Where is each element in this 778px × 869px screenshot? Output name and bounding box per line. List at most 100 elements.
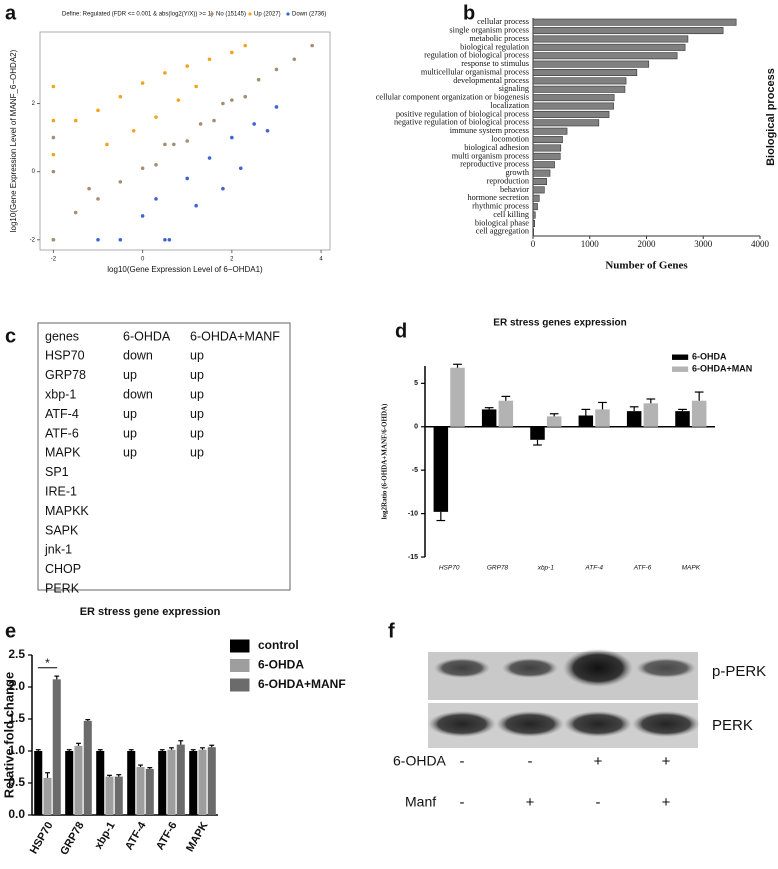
point: [51, 84, 56, 89]
point: [230, 135, 234, 140]
table-cell: IRE-1: [45, 484, 77, 498]
y-tick-label: metabolic process: [469, 34, 529, 43]
bar: [532, 52, 678, 60]
legend-label: Down (2736): [292, 12, 326, 18]
table-header: genes: [45, 329, 79, 343]
bar: [450, 367, 465, 427]
chart-title: ER stress genes expression: [493, 318, 626, 329]
blot-band: [632, 711, 700, 737]
bar: [498, 400, 514, 427]
legend-label: 6-OHDA: [258, 658, 304, 672]
bar: [532, 119, 600, 127]
point: [238, 166, 243, 171]
y-tick-label: cellular process: [477, 17, 529, 26]
legend-marker: [248, 12, 252, 16]
y-tick-label: positive regulation of biological proces…: [396, 109, 529, 118]
blot-band: [434, 658, 490, 678]
point: [163, 142, 167, 147]
y-tick-label: biological adhesion: [464, 143, 530, 152]
point: [185, 64, 190, 68]
bar: [207, 747, 216, 815]
table-header: 6-OHDA+MANF: [190, 329, 280, 343]
bar: [176, 744, 185, 815]
bar: [34, 751, 43, 815]
bar: [198, 749, 207, 815]
bar: [532, 228, 534, 236]
y-axis-label: Relative fold change: [1, 672, 16, 798]
y-tick-label: 2.0: [8, 679, 25, 693]
point: [73, 118, 78, 123]
legend-marker: [672, 354, 689, 360]
point: [96, 237, 100, 242]
x-tick-label: 1000: [581, 239, 600, 249]
y-tick-label: 0: [32, 169, 36, 175]
x-tick-label: ATF-4: [584, 565, 603, 572]
x-tick-label: MAPK: [682, 565, 701, 572]
point: [154, 197, 158, 201]
x-tick-label: 4: [319, 257, 323, 263]
table-cell: up: [190, 349, 204, 363]
legend-label: control: [258, 638, 299, 652]
chart-title: Define: Regulated (FDR <= 0.001 & abs(lo…: [62, 12, 213, 18]
plot-frame: [39, 31, 331, 251]
bar: [532, 169, 551, 177]
y-tick-label: negative regulation of biological proces…: [394, 118, 529, 127]
table-cell: SP1: [45, 465, 69, 479]
x-tick-label: 2000: [638, 239, 657, 249]
bar: [158, 751, 167, 815]
y-tick-label: reproductive process: [460, 160, 529, 169]
table-cell: down: [123, 387, 153, 401]
bar: [65, 751, 74, 815]
legend-marker: [230, 678, 250, 692]
y-tick-label: behavior: [500, 185, 529, 194]
point: [51, 135, 56, 140]
point: [172, 142, 176, 147]
table-cell: PERK: [45, 581, 80, 595]
y-tick-label: response to stimulus: [461, 59, 529, 68]
y-tick-label: cell killing: [493, 210, 529, 219]
table-cell: up: [190, 387, 204, 401]
y-tick-label: signaling: [499, 84, 529, 93]
bar: [532, 43, 686, 51]
x-tick-label: 2: [230, 257, 234, 263]
point: [221, 186, 225, 191]
bar: [167, 749, 176, 815]
bar: [532, 69, 638, 76]
condition-sign: -: [460, 753, 465, 770]
bar: [532, 110, 610, 118]
x-tick-label: MAPK: [184, 820, 211, 854]
y-tick-label: regulation of biological process: [424, 51, 529, 60]
x-tick-label: xbp-1: [93, 820, 118, 851]
point: [252, 122, 256, 126]
point: [163, 71, 167, 75]
table-cell: up: [123, 446, 137, 460]
x-tick-label: ATF-6: [633, 565, 652, 572]
bar: [481, 409, 497, 427]
y-tick-label: growth: [505, 168, 529, 177]
y-tick-label: single organism process: [449, 25, 529, 34]
point: [198, 122, 203, 126]
point: [167, 237, 172, 242]
y-tick-label: biological regulation: [460, 42, 530, 51]
annotation: *: [45, 656, 50, 670]
bar: [532, 35, 689, 43]
bar: [532, 18, 737, 26]
x-tick-label: ATF-6: [154, 820, 180, 852]
table-cell: ATF-4: [45, 407, 79, 421]
y-tick-label: -2: [30, 237, 36, 243]
bar: [43, 777, 52, 815]
y-tick-label: 1.5: [8, 711, 25, 725]
y-tick-label: hormone secretion: [467, 193, 529, 202]
y-tick-label: cell aggregation: [476, 227, 530, 236]
bar: [530, 426, 545, 440]
point: [96, 197, 100, 201]
legend-label: 6-OHDA: [692, 351, 727, 361]
bar: [546, 416, 562, 427]
panel-label: e: [5, 620, 16, 642]
bar: [136, 767, 145, 815]
bar: [532, 127, 568, 135]
bar: [189, 751, 198, 815]
bar: [96, 751, 105, 815]
point: [87, 186, 91, 191]
table-cell: down: [123, 349, 153, 363]
